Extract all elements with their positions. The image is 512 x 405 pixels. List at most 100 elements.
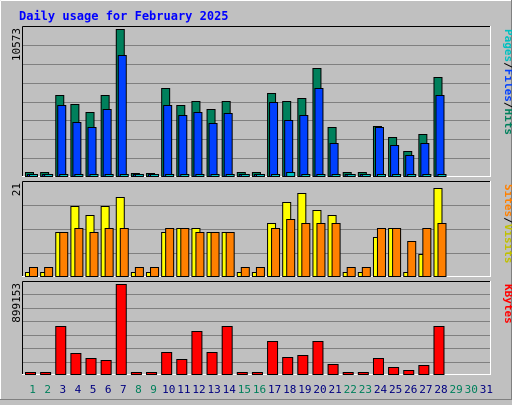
x-tick-label: 4 [75,383,82,396]
bar-sites [376,228,386,277]
bar-sites [286,219,296,277]
y-axis-max-label: 899153 [10,283,23,323]
bar-sites [74,228,84,277]
bar-pages [119,174,129,177]
bar-sites [301,223,311,277]
bar-kbytes [221,326,233,375]
bar-sites [407,241,417,277]
bar-files [102,109,112,177]
bar-kbytes [191,331,203,375]
bar-pages [165,174,175,177]
bar-files [193,112,203,177]
bar-files [435,95,445,177]
bar-kbytes [251,372,263,375]
right-series-label: KBytes [502,284,512,324]
bar-sites [44,267,54,277]
bar-kbytes [282,357,294,375]
bar-sites [29,267,38,277]
bar-files [72,122,82,177]
right-label-word: Visits [502,224,512,264]
bar-files [314,88,324,177]
bar-pages [271,174,281,177]
bar-pages [376,174,386,177]
x-tick-label: 8 [135,383,142,396]
bar-files [405,155,415,177]
bar-pages [407,174,417,177]
bar-files [57,105,67,177]
bar-sites [210,232,220,277]
x-tick-label: 31 [480,383,493,396]
x-tick-label: 23 [359,383,372,396]
bar-pages [180,174,190,177]
bar-sites [240,267,250,277]
bar-sites [361,267,371,277]
x-tick-label: 13 [207,383,220,396]
bar-kbytes [403,370,415,375]
bar-files [208,123,218,177]
panel-hits_files_pages: 10573 Pages/Files/Hits [10,26,512,177]
x-tick-label: 5 [90,383,97,396]
bar-pages [150,174,160,177]
bar-sites [346,267,356,277]
bar-sites [437,223,447,277]
bar-kbytes [25,372,36,375]
bar-pages [422,174,432,177]
bar-sites [89,232,99,277]
bar-kbytes [176,359,188,375]
x-tick-label: 27 [419,383,432,396]
x-tick-label: 1 [29,383,36,396]
bar-kbytes [342,372,354,375]
bar-kbytes [267,341,279,375]
bar-pages [301,174,311,177]
x-tick-label: 20 [313,383,326,396]
x-tick-label: 16 [253,383,266,396]
bar-pages [225,174,235,177]
bar-sites [422,228,432,277]
bar-pages [331,174,341,177]
bar-sites [255,267,265,277]
bar-kbytes [40,372,52,375]
right-label-word: / [502,217,512,224]
bar-files [284,120,294,177]
bar-pages [210,174,220,177]
bar-kbytes [418,365,430,375]
panel-background [22,26,491,177]
bar-kbytes [115,284,127,375]
bar-files [269,102,279,177]
bar-sites [331,223,341,277]
right-series-label: Pages/Files/Hits [502,29,512,135]
bar-files [299,115,309,177]
chart-title: Daily usage for February 2025 [19,9,229,23]
x-tick-label: 19 [298,383,311,396]
bar-sites [104,228,114,277]
bar-sites [195,232,205,277]
bar-pages [29,174,38,177]
bar-files [374,127,384,177]
bar-sites [59,232,69,277]
bar-sites [392,228,402,277]
bar-sites [225,232,235,277]
right-label-word: Pages [502,29,512,62]
x-tick-label: 3 [60,383,67,396]
bar-files [223,113,233,177]
x-tick-label: 26 [404,383,417,396]
x-tick-label: 28 [434,383,447,396]
x-tick-label: 21 [329,383,342,396]
bar-files [178,115,188,177]
bar-kbytes [130,372,142,375]
bar-pages [346,174,356,177]
bar-kbytes [433,326,445,375]
x-tick-label: 9 [150,383,157,396]
bar-kbytes [388,367,400,375]
x-tick-label: 22 [344,383,357,396]
x-tick-label: 25 [389,383,402,396]
bar-pages [104,174,114,177]
bar-pages [361,174,371,177]
bar-kbytes [146,372,158,375]
x-tick-label: 15 [238,383,251,396]
bar-pages [44,174,54,177]
bar-kbytes [70,353,82,375]
y-axis-max-label: 10573 [10,28,23,61]
bar-pages [392,174,402,177]
x-tick-label: 11 [177,383,190,396]
